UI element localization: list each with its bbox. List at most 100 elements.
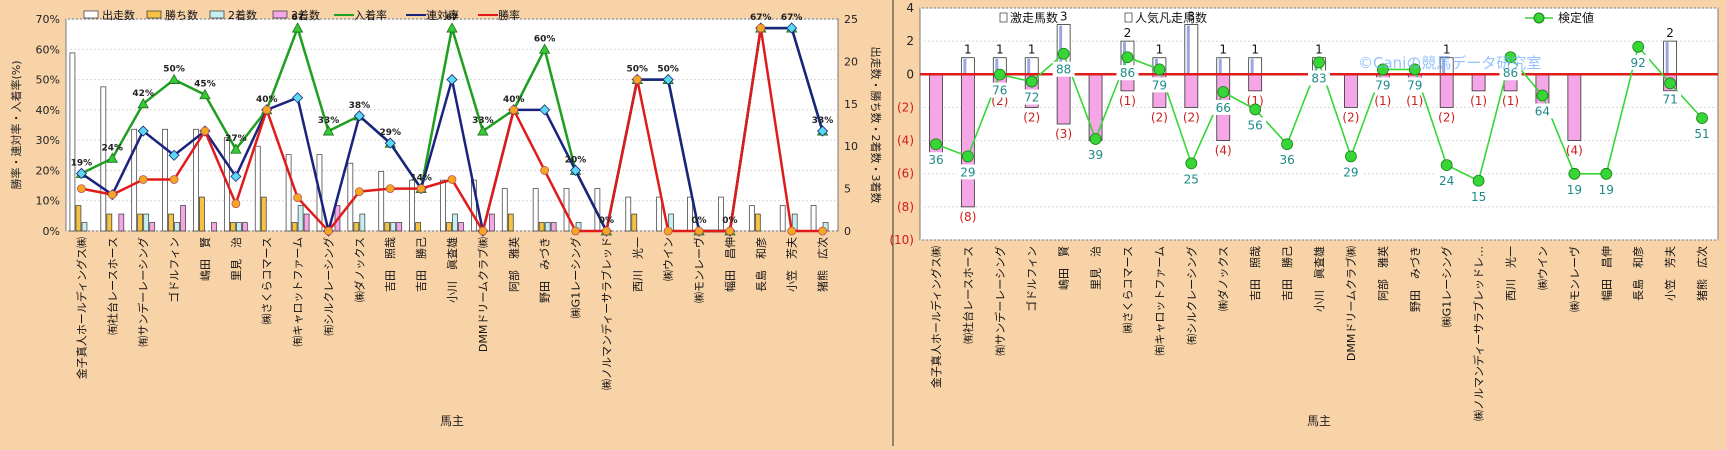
chart1-category-label: ゴドルフィン (167, 237, 181, 303)
chart2-value-label: 88 (1056, 63, 1071, 77)
chart1-y-tick-label: 30% (36, 134, 60, 147)
chart2-category-label: ㈱さくらコマース (1121, 246, 1134, 333)
chart1-bar-勝ち数 (260, 196, 267, 232)
chart1-category-label: ㈱ウイン (662, 237, 675, 281)
chart2-value-label: 92 (1631, 56, 1646, 70)
chart2-category-label: 小笠 芳夫 (1663, 246, 1677, 301)
chart2-category-label: ㈱モンレーヴ (1567, 246, 1581, 312)
chart2-value-bg (1371, 77, 1394, 93)
chart2-value-label: 71 (1662, 92, 1677, 106)
chart2-bar-人気凡走馬数 (1567, 73, 1582, 141)
chart1-category-label: 幅田 昌伸 (724, 237, 737, 292)
chart2-value-label: 24 (1439, 174, 1454, 188)
chart2-legend-swatch (999, 12, 1008, 23)
chart1-category-label: 小笠 芳夫 (785, 237, 799, 292)
chart2-bar-shade (1218, 58, 1222, 74)
chart2-y-tick-label: 2 (906, 34, 914, 48)
chart2-bar-激走馬数 (1216, 57, 1231, 75)
chart1-bar-3着数 (180, 205, 186, 232)
chart1-data-label: 27% (225, 134, 247, 144)
chart1-legend: 出走数 勝ち数 2着数 3着数 入着率 連対率 勝率 (83, 8, 520, 22)
chart2-category-label: 金子真人ホールディングス㈱ (929, 246, 943, 388)
chart1-category-label: ㈲キャロットファーム (292, 237, 305, 347)
chart1-category-label: 吉田 勝己 (414, 237, 428, 292)
chart1-bar-出走数 (409, 179, 415, 232)
chart1-marker-入着率 (199, 88, 211, 100)
chart1-bar-2着数 (174, 222, 180, 232)
chart1-x-axis-label: 馬主 (440, 414, 464, 428)
chart2-y-tick-label: 0 (906, 67, 914, 81)
chart2-value-bg (1691, 126, 1714, 142)
chart2-category-label: ㈱ウイン (1536, 246, 1549, 290)
chart2-value-label: 51 (1694, 127, 1709, 141)
chart2-marker-検定値 (1408, 63, 1421, 76)
chart1-marker-勝率 (509, 105, 519, 115)
chart1-data-label: 42% (132, 89, 154, 99)
chart2-marker-検定値 (1664, 77, 1677, 90)
chart2-value-label: 83 (1311, 71, 1326, 85)
chart1-marker-勝率 (632, 75, 642, 84)
chart1-marker-勝率 (694, 226, 704, 236)
chart1-category-label: DMMドリームクラブ㈱ (476, 237, 490, 352)
chart2-bar-top-label: 3 (1187, 10, 1195, 24)
chart1-legend-swatch (146, 10, 162, 19)
chart2-value-label: 79 (1152, 78, 1167, 92)
chart1-bar-3着数 (149, 222, 156, 232)
chart2-watermark: ©Caniの競馬データ研究室 (1358, 54, 1541, 72)
chart1-legend-label: 勝率 (498, 8, 520, 22)
chart1-bar-勝ち数 (538, 222, 545, 232)
chart2-value-bg (1659, 91, 1682, 107)
chart2-marker-検定値 (1281, 138, 1293, 151)
chart1-bar-勝ち数 (384, 222, 391, 232)
chart1-bar-出走数 (656, 196, 663, 232)
chart1-marker-勝率 (77, 184, 86, 194)
chart2-marker-検定値 (1025, 75, 1038, 88)
chart2-x-axis-label: 馬主 (1307, 414, 1331, 428)
chart2-category-label: 幅田 昌伸 (1600, 246, 1613, 301)
chart1-data-label: 50% (627, 65, 649, 75)
chart1-bar-出走数 (748, 205, 755, 232)
chart1-bar-3着数 (118, 213, 125, 232)
chart2-value-bg (956, 164, 979, 180)
chart1-data-label: 40% (256, 95, 278, 105)
chart2-value-label: 36 (928, 153, 943, 167)
chart1-category-label: 西川 光一 (630, 237, 644, 292)
chart1-y2-tick-label: 15 (844, 98, 858, 111)
chart1-bar-出走数 (347, 162, 354, 232)
chart2-bar-人気凡走馬数 (1439, 73, 1454, 108)
chart2-category-label: 小川 眞査雄 (1312, 246, 1326, 312)
chart1-data-label: 40% (503, 95, 525, 105)
chart1-legend-label: 2着数 (228, 8, 257, 22)
chart2-value-bg (1531, 103, 1554, 119)
chart1-marker-勝率 (354, 187, 364, 197)
chart1-marker-勝率 (324, 226, 333, 236)
chart2-marker-検定値 (1153, 63, 1166, 76)
chart1-y-tick-label: 40% (36, 104, 60, 117)
chart2-bar-bottom-label: (1) (1374, 94, 1391, 108)
chart2-value-bg (1084, 146, 1107, 162)
chart1-marker-勝率 (478, 226, 488, 236)
chart2-bar-bottom-label: (1) (1119, 94, 1136, 108)
chart2-marker-検定値 (1249, 103, 1262, 116)
chart2-value-bg (1499, 65, 1522, 81)
chart2-bar-top-label: 1 (996, 43, 1004, 57)
chart2-bar-bottom-label: (2) (1023, 110, 1040, 124)
chart1-category-label: ㈱モンレーヴ (692, 237, 706, 303)
chart1-bar-3着数 (458, 222, 464, 232)
chart2-bar-激走馬数 (960, 57, 975, 75)
chart1-category-label: ㈱ダノックス (352, 237, 366, 302)
chart1-legend-label: 出走数 (102, 8, 135, 22)
chart1-marker-入着率 (477, 125, 489, 136)
chart1-legend-label: 3着数 (291, 8, 320, 22)
chart2-marker-検定値 (1504, 51, 1517, 64)
chart1-data-label: 50% (163, 65, 185, 75)
chart1-data-label: 33% (318, 116, 340, 126)
chart2-category-label: ㈲サンデーレーシング (993, 246, 1007, 356)
chart2-category-label: 猪熊 広次 (1695, 246, 1709, 301)
chart2-y-tick-label: (4) (897, 134, 914, 148)
chart1-data-label: 67% (750, 13, 772, 23)
chart2-bar-bottom-label: (1) (1502, 94, 1519, 108)
chart1-category-label: ㈲シルクレーシング (321, 237, 335, 336)
chart2-marker-検定値 (993, 68, 1006, 81)
